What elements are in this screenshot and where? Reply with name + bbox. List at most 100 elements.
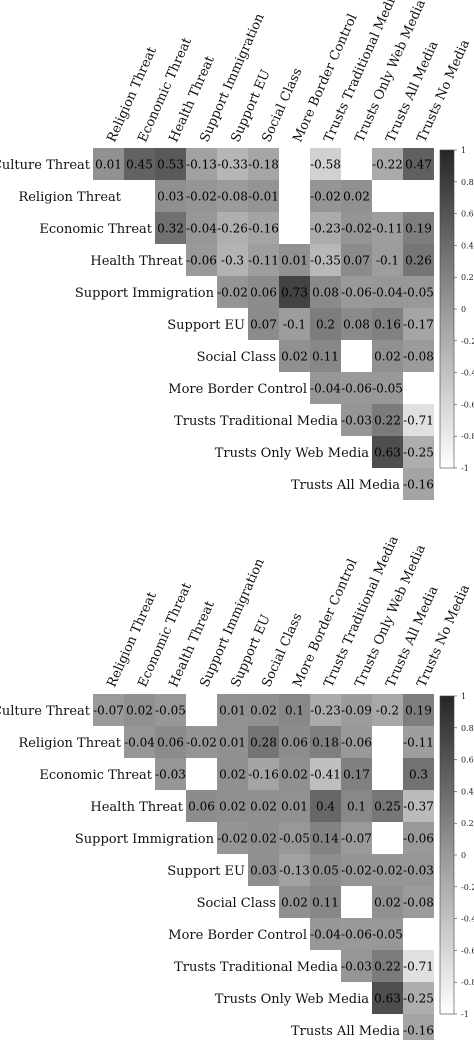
cell-value-label: 0.22: [374, 960, 401, 974]
heatmap-cell: [124, 694, 155, 726]
cell-value-label: -0.71: [403, 414, 434, 428]
heatmap-cell: [310, 822, 341, 854]
row-label: Health Threat: [90, 254, 183, 269]
heatmap-cell: [341, 726, 372, 758]
heatmap-panel-2: Religion Threat Economic Threat Health Thr…: [0, 534, 474, 1044]
heatmap-cell: [217, 244, 248, 276]
heatmap-cell: [403, 340, 434, 372]
cell-value-label: -0.16: [403, 478, 434, 492]
heatmap-cell: [403, 244, 434, 276]
cell-value-label: -0.1: [376, 254, 399, 268]
heatmap-cell: [341, 918, 372, 950]
row-label: Trusts Traditional Media: [174, 414, 338, 429]
cell-value-label: -0.16: [248, 768, 279, 782]
heatmap-cell: [217, 822, 248, 854]
cell-value-label: -0.03: [403, 864, 434, 878]
colorbar-tick-label: 0: [461, 305, 466, 314]
heatmap-cell: [248, 726, 279, 758]
cell-value-label: -0.06: [341, 736, 372, 750]
cell-value-label: -0.08: [217, 190, 248, 204]
heatmap-cell: [186, 180, 217, 212]
heatmap-cell: [341, 212, 372, 244]
heatmap-cell: [372, 340, 403, 372]
cell-value-label: 0.11: [312, 350, 339, 364]
heatmap-cell: [279, 886, 310, 918]
heatmap-cell: [310, 308, 341, 340]
cell-value-label: -0.06: [341, 382, 372, 396]
cell-value-label: 0.18: [312, 736, 339, 750]
heatmap-cell: [372, 180, 403, 212]
cell-value-label: -0.06: [403, 832, 434, 846]
cell-value-label: -0.33: [217, 158, 248, 172]
heatmap-cell: [372, 244, 403, 276]
heatmap-cell: [93, 148, 124, 180]
heatmap-cell: [186, 148, 217, 180]
colorbar-tick-label: 0: [461, 851, 466, 860]
heatmap-cell: [341, 244, 372, 276]
cell-value-label: 0.02: [343, 190, 370, 204]
heatmap-cell: [279, 308, 310, 340]
heatmap-cell: [403, 886, 434, 918]
heatmap-cell: [186, 244, 217, 276]
cell-value-label: -0.06: [186, 254, 217, 268]
heatmap-cell: [279, 726, 310, 758]
heatmap-cell: [403, 854, 434, 886]
heatmap-cell: [341, 950, 372, 982]
cell-value-label: 0.01: [219, 736, 246, 750]
heatmap-cell: [217, 790, 248, 822]
heatmap-cell: [403, 308, 434, 340]
cell-value-label: 0.05: [312, 864, 339, 878]
cell-value-label: 0.2: [316, 318, 335, 332]
heatmap-cell: [341, 180, 372, 212]
heatmap-cell: [124, 180, 155, 212]
heatmap-cell: [155, 694, 186, 726]
heatmap-cell: [124, 726, 155, 758]
cell-value-label: 0.45: [126, 158, 153, 172]
heatmap-cell: [186, 212, 217, 244]
heatmap-cell: [403, 404, 434, 436]
cell-value-label: 0.16: [374, 318, 401, 332]
cell-value-label: 0.25: [374, 800, 401, 814]
cell-value-label: 0.06: [281, 736, 308, 750]
row-label: Religion Threat: [18, 190, 121, 205]
cell-value-label: -0.26: [217, 222, 248, 236]
cell-value-label: -0.35: [310, 254, 341, 268]
heatmap-cell: [372, 726, 403, 758]
cell-value-label: -0.22: [372, 158, 403, 172]
heatmap-cell: [279, 212, 310, 244]
cell-value-label: 0.07: [250, 318, 277, 332]
cell-value-label: -0.2: [376, 704, 399, 718]
heatmap-cell: [403, 822, 434, 854]
cell-value-label: -0.01: [248, 190, 279, 204]
cell-value-label: 0.47: [405, 158, 432, 172]
heatmap-cell: [93, 694, 124, 726]
cell-value-label: -0.16: [403, 1024, 434, 1038]
row-label: Support Immigration: [75, 286, 215, 301]
cell-value-label: 0.19: [405, 222, 432, 236]
heatmap-cell: [310, 244, 341, 276]
cell-value-label: -0.25: [403, 446, 434, 460]
cell-value-label: -0.02: [186, 736, 217, 750]
cell-value-label: -0.05: [372, 928, 403, 942]
heatmap-cell: [341, 790, 372, 822]
cell-value-label: 0.22: [374, 414, 401, 428]
colorbar-tick-label: -0.8: [461, 978, 474, 987]
cell-value-label: -0.05: [279, 832, 310, 846]
cell-value-label: 0.01: [281, 800, 308, 814]
row-label: More Border Control: [168, 382, 307, 397]
cell-value-label: -0.25: [403, 992, 434, 1006]
heatmap-cell: [279, 822, 310, 854]
heatmap-cell: [279, 244, 310, 276]
row-label: Economic Threat: [39, 222, 152, 237]
cell-value-label: 0.01: [95, 158, 122, 172]
cell-value-label: -0.58: [310, 158, 341, 172]
cell-value-label: 0.63: [374, 446, 401, 460]
heatmap-cell: [372, 694, 403, 726]
heatmap-cell: [403, 148, 434, 180]
heatmap-cell: [310, 212, 341, 244]
heatmap-cell: [279, 180, 310, 212]
cell-value-label: -0.05: [372, 382, 403, 396]
cell-value-label: 0.02: [281, 768, 308, 782]
heatmap-cell: [372, 950, 403, 982]
